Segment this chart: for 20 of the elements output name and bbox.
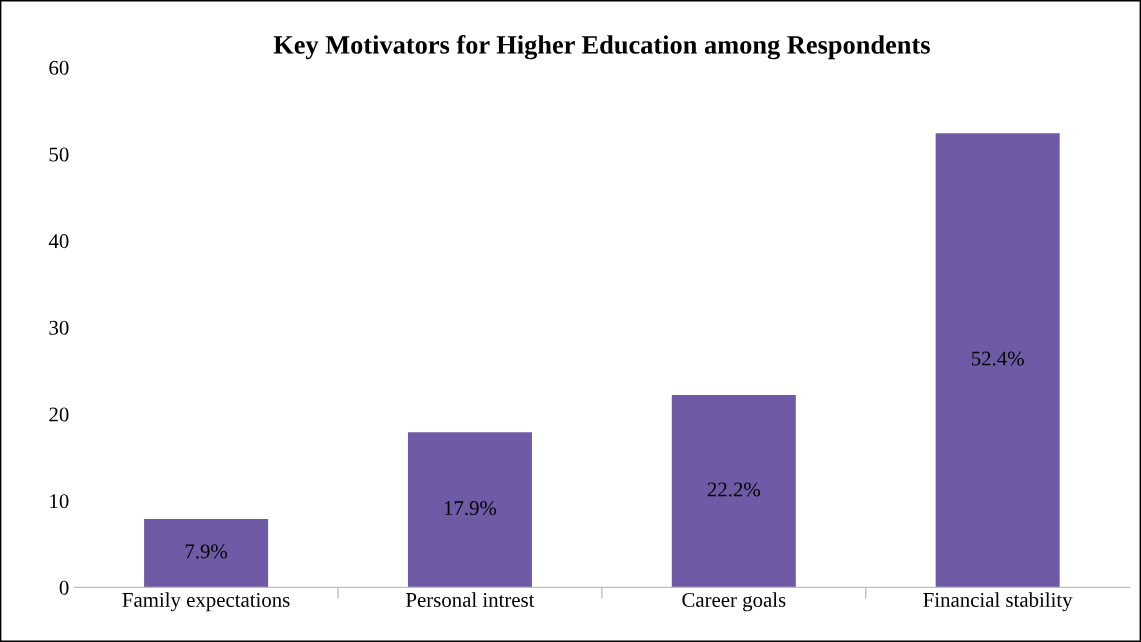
data-label: 22.2% [707, 482, 760, 497]
chart-title: Key Motivators for Higher Education among Respondents [273, 34, 930, 60]
y-tick-label: 20 [49, 407, 69, 422]
x-tick-label: Personal intrest [406, 592, 535, 607]
bar [671, 395, 796, 588]
x-tick-label: Financial stability [923, 592, 1073, 612]
x-tick-label: Career goals [682, 592, 786, 612]
y-tick-label: 40 [48, 234, 69, 249]
bar [407, 432, 532, 588]
data-label: 7.9% [185, 544, 228, 559]
data-label: 52.4% [971, 351, 1024, 366]
bar [144, 518, 269, 588]
y-tick-label: 0 [59, 580, 69, 595]
bar [935, 133, 1060, 588]
x-tick-label: Family expectations [122, 592, 290, 612]
y-tick-label: 60 [49, 60, 69, 75]
y-tick-label: 10 [50, 494, 69, 509]
y-tick-label: 30 [49, 320, 69, 335]
data-label: 17.9% [444, 501, 497, 516]
y-tick-label: 50 [49, 147, 69, 162]
